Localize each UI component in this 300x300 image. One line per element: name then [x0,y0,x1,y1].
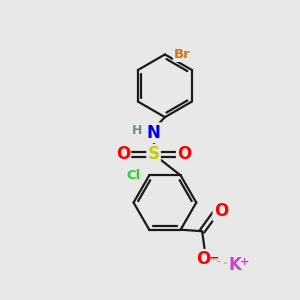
Text: Cl: Cl [126,169,140,182]
Text: +: + [240,257,249,267]
Text: N: N [147,124,160,142]
Text: O: O [177,145,191,163]
Text: O: O [214,202,228,220]
Text: O: O [196,250,211,268]
Text: H: H [132,124,142,137]
Text: −: − [208,252,219,265]
Text: S: S [148,145,160,163]
Text: O: O [116,145,130,163]
Text: Br: Br [174,48,190,61]
Text: K: K [229,256,242,274]
